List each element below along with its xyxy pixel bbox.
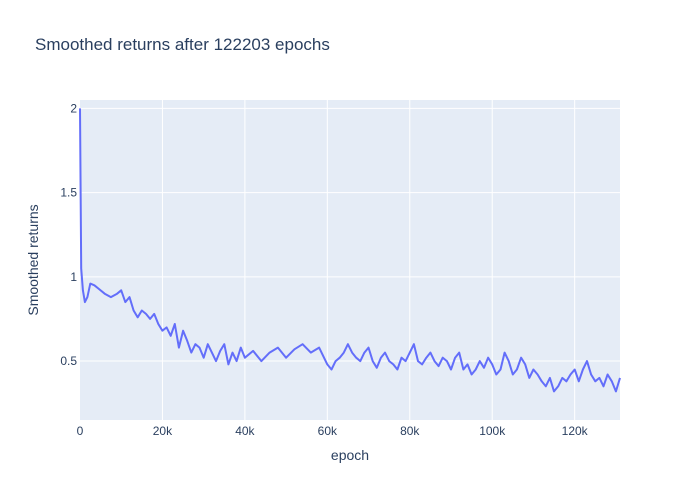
y-tick-label: 1 (70, 270, 77, 284)
x-tick-label: 100k (479, 424, 506, 438)
x-tick-label: 20k (153, 424, 173, 438)
x-tick-label: 80k (400, 424, 420, 438)
y-tick-label: 2 (70, 101, 77, 115)
x-tick-label: 0 (77, 424, 84, 438)
y-gridlines (80, 107, 620, 362)
x-tick-label: 60k (318, 424, 338, 438)
x-axis-title: epoch (331, 447, 369, 463)
chart-title: Smoothed returns after 122203 epochs (35, 35, 330, 54)
x-tick-labels: 0 20k 40k 60k 80k 100k 120k (77, 424, 589, 438)
x-tick-label: 120k (562, 424, 589, 438)
y-axis-title: Smoothed returns (25, 204, 41, 315)
x-tick-label: 40k (235, 424, 255, 438)
y-tick-labels: 0.5 1 1.5 2 (60, 101, 77, 368)
y-tick-label: 0.5 (60, 354, 77, 368)
y-tick-label: 1.5 (60, 186, 77, 200)
series-line (79, 108, 621, 393)
plot-background (80, 100, 620, 420)
x-gridlines (161, 100, 576, 420)
